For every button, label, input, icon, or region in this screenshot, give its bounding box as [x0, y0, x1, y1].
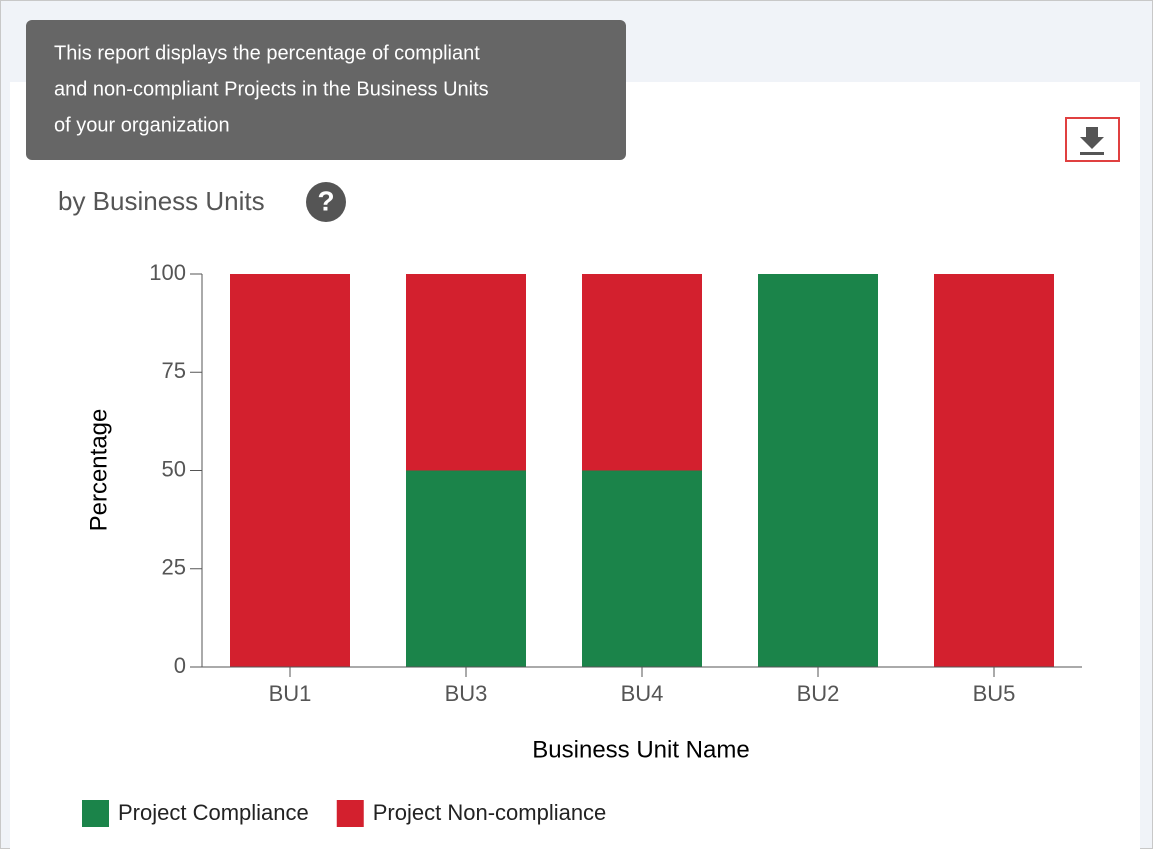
x-tick-label: BU4	[621, 681, 664, 706]
download-icon	[1080, 127, 1104, 149]
subtitle: by Business Units	[58, 186, 265, 216]
tooltip-line: This report displays the percentage of c…	[54, 42, 480, 64]
bar-segment	[406, 274, 526, 471]
legend-swatch	[82, 800, 109, 827]
y-tick-label: 0	[174, 653, 186, 678]
bar-segment	[582, 274, 702, 471]
help-icon[interactable]	[306, 182, 346, 222]
tooltip-line: of your organization	[54, 114, 230, 136]
bar-segment	[406, 470, 526, 667]
y-tick-label: 25	[162, 555, 186, 580]
download-button[interactable]	[1065, 117, 1120, 162]
bar-segment	[230, 274, 350, 667]
help-icon-glyph: ?	[317, 185, 334, 216]
chart: 0 25 50 75 100 BU1 BU3 BU4 BU2 BU5 Project Complia…	[82, 260, 1082, 827]
x-axis-label: Business Unit Name	[532, 736, 749, 763]
tooltip-line: and non-compliant Projects in the Busine…	[54, 78, 489, 100]
y-tick-label: 100	[149, 260, 186, 285]
x-tick-label: BU2	[797, 681, 840, 706]
legend-label: Project Compliance	[118, 800, 309, 825]
x-tick-label: BU5	[973, 681, 1016, 706]
download-icon-bar	[1080, 152, 1104, 155]
legend-label: Project Non-compliance	[373, 800, 607, 825]
y-tick-label: 75	[162, 358, 186, 383]
bar-segment	[758, 274, 878, 667]
y-axis-label: Percentage	[85, 409, 112, 532]
y-tick-label: 50	[162, 456, 186, 481]
bar-segment	[934, 274, 1054, 667]
x-tick-label: BU3	[445, 681, 488, 706]
bar-segment	[582, 470, 702, 667]
tooltip	[26, 20, 626, 160]
x-tick-label: BU1	[269, 681, 312, 706]
legend-swatch	[336, 800, 364, 827]
tooltip-text: This report displays the percentage of c…	[54, 42, 489, 136]
